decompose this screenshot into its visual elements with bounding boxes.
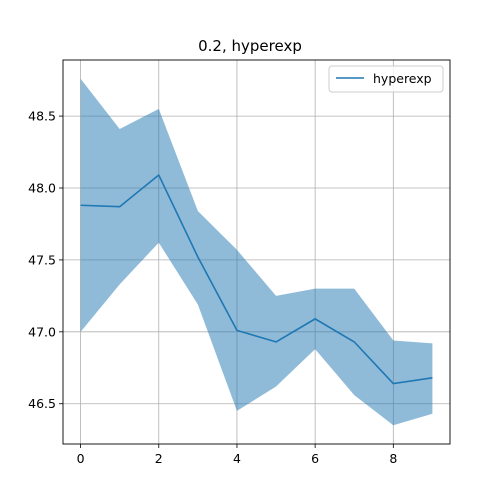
chart-title: 0.2, hyperexp bbox=[198, 37, 302, 55]
y-tick-label: 46.5 bbox=[28, 396, 56, 411]
y-tick-label: 47.5 bbox=[28, 252, 56, 267]
band-layer bbox=[80, 78, 433, 426]
y-axis: 46.5 47.0 47.5 48.0 48.5 bbox=[28, 109, 63, 411]
x-tick-label: 4 bbox=[233, 451, 241, 466]
series-line bbox=[80, 174, 433, 385]
x-tick-label: 2 bbox=[155, 451, 163, 466]
y-tick-label: 47.0 bbox=[28, 324, 56, 339]
x-tick-label: 0 bbox=[77, 451, 85, 466]
line-layer bbox=[80, 174, 433, 385]
plot-frame bbox=[62, 59, 451, 445]
legend-label: hyperexp bbox=[373, 71, 432, 86]
x-axis: 0 2 4 6 8 bbox=[77, 444, 397, 466]
y-tick-label: 48.0 bbox=[28, 181, 56, 196]
legend: hyperexp bbox=[328, 65, 444, 93]
confidence-band bbox=[80, 78, 433, 426]
legend-box bbox=[328, 65, 444, 93]
y-tick-label: 48.5 bbox=[28, 109, 56, 124]
x-tick-label: 8 bbox=[389, 451, 397, 466]
x-tick-label: 6 bbox=[311, 451, 319, 466]
